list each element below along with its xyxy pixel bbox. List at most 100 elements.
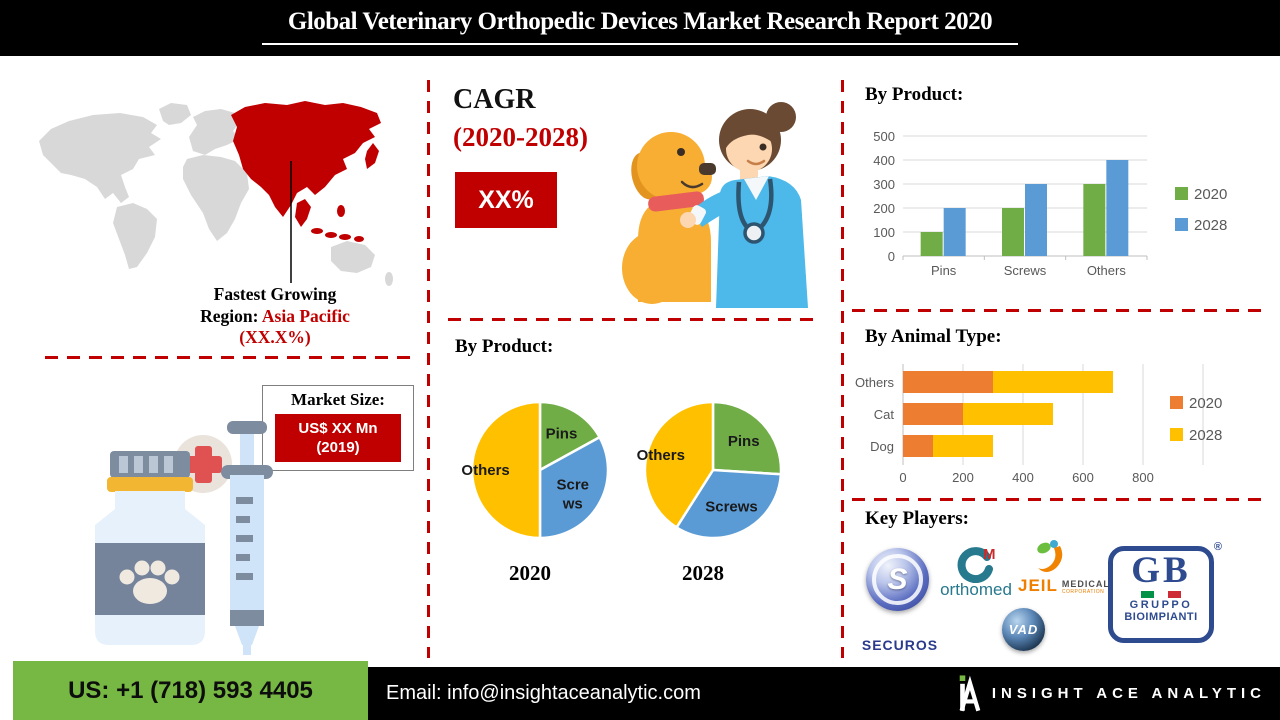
syringe-icon (221, 421, 273, 655)
x-tick-label: 400 (1012, 470, 1034, 485)
map-new-zealand (385, 272, 393, 286)
orthomed-wordmark: orthomed (940, 580, 1012, 599)
email-label: Email: (386, 682, 442, 704)
region-value: (XX.X%) (239, 327, 311, 347)
divider-right-bottom (852, 498, 1270, 501)
bar-2028-others (1106, 160, 1129, 256)
y-tick-label: 500 (873, 129, 895, 144)
legend-swatch-2020 (1170, 396, 1183, 409)
cagr-period: (2020-2028) (453, 122, 588, 152)
pie-label: Screws (705, 498, 758, 515)
map-continents (39, 103, 393, 286)
y-tick-label: 300 (873, 177, 895, 192)
x-tick-label: 800 (1132, 470, 1154, 485)
world-map (39, 101, 393, 286)
category-label-dog: Dog (870, 439, 894, 454)
x-tick-label: 0 (899, 470, 906, 485)
legend-label-2028: 2028 (1189, 427, 1222, 444)
category-label-others: Others (855, 375, 895, 390)
bar-2020-pins (920, 232, 943, 256)
bar-2020-others (1083, 184, 1106, 256)
market-size-value: US$ XX Mn (2019) (275, 414, 401, 462)
cagr-label: CAGR (453, 84, 536, 115)
pie-label: Others (637, 447, 685, 464)
y-tick-label: 0 (888, 249, 895, 264)
jeil-medical-label: MEDICAL (1061, 579, 1110, 589)
bar-2028-cat (963, 403, 1053, 425)
securos-s-glyph: S (887, 562, 908, 596)
legend-swatch-2020 (1175, 187, 1188, 200)
vet-dog-illustration (622, 102, 808, 308)
medicine-illustration (95, 421, 273, 655)
paw-print-icon (119, 560, 180, 604)
gruppo-label: GRUPPO (1129, 599, 1193, 611)
map-australia (331, 241, 375, 273)
legend-label-2020: 2020 (1194, 186, 1227, 203)
footer-contact-panel: Email: info@insightaceanalytic.com INSIG… (368, 667, 1280, 720)
dog-collar (648, 191, 704, 212)
phone-panel: US: +1 (718) 593 4405 (13, 661, 368, 720)
header-bar: Global Veterinary Orthopedic Devices Mar… (0, 0, 1280, 56)
market-size-box: Market Size: US$ XX Mn (2019) (262, 385, 414, 471)
market-size-amount: US$ XX Mn (298, 420, 378, 437)
map-europe (189, 109, 239, 155)
divider-left-column (45, 356, 413, 359)
cagr-value: XX% (478, 185, 534, 214)
market-size-title: Market Size: (291, 390, 385, 409)
region-label: Region: (200, 305, 259, 326)
pie-slice-screws (538, 435, 610, 540)
map-greenland (159, 103, 191, 125)
x-tick-label: 600 (1072, 470, 1094, 485)
animal-chart-title: By Animal Type: (865, 326, 1002, 347)
gruppo-bioimpianti-logo: ® GB GRUPPO BIOIMPIANTI (1108, 541, 1222, 643)
email-address: info@insightaceanalytic.com (447, 682, 701, 704)
divider-vertical-right (841, 80, 844, 658)
key-players-title: Key Players: (865, 508, 969, 529)
legend-swatch-2028 (1170, 428, 1183, 441)
bar-2020-cat (903, 403, 963, 425)
orthomed-logo-icon: M (957, 547, 996, 583)
product-chart-title: By Product: (865, 84, 964, 105)
stethoscope-icon (736, 178, 774, 244)
y-tick-label: 400 (873, 153, 895, 168)
footer-bar: US: +1 (718) 593 4405 Email: info@insigh… (0, 660, 1280, 720)
pie-slice-others (643, 400, 715, 529)
jeil-logo-icon (1037, 540, 1063, 572)
pies-section-title: By Product: (455, 336, 554, 357)
x-category-label: Screws (1004, 263, 1047, 278)
x-tick-label: 200 (952, 470, 974, 485)
bar-2028-screws (1025, 184, 1047, 256)
pie-2020-year-label: 2020 (509, 561, 551, 585)
x-category-label: Pins (931, 263, 957, 278)
bioimpianti-label: BIOIMPIANTI (1124, 611, 1198, 623)
pie-label: Others (461, 462, 509, 479)
x-category-label: Others (1087, 263, 1127, 278)
pie-slice-others (470, 400, 542, 540)
pie-2028-year-label: 2028 (682, 561, 724, 585)
fastest-growing-line1: Fastest Growing (213, 284, 337, 304)
pie-label: Pins (546, 426, 578, 443)
medicine-vial-icon (95, 451, 205, 645)
vad-logo: VAD (1002, 608, 1045, 651)
pie-chart-2020: Pins Scre ws Others (461, 400, 610, 540)
bar-2028-others (993, 371, 1113, 393)
map-south-america (113, 203, 157, 269)
y-tick-label: 100 (873, 225, 895, 240)
divider-vertical-left (427, 80, 430, 658)
brand-logo: INSIGHT ACE ANALYTIC (956, 674, 1266, 713)
svg-text:M: M (983, 547, 996, 563)
jeil-corporation-label: CORPORATION (1061, 589, 1105, 595)
pie-slice-pins (711, 400, 783, 476)
dog-icon (622, 132, 716, 304)
map-africa (183, 155, 249, 241)
jeil-name: JEIL (1018, 576, 1058, 595)
email-text: Email: info@insightaceanalytic.com (386, 682, 701, 705)
y-tick-label: 200 (873, 201, 895, 216)
pie-chart-2028: Pins Screws Others (637, 400, 783, 540)
vad-wordmark: VAD (1008, 622, 1039, 637)
asia-pacific-region (231, 101, 381, 242)
brand-name: INSIGHT ACE ANALYTIC (991, 685, 1266, 702)
category-label-cat: Cat (874, 407, 895, 422)
bar-2028-pins (943, 208, 966, 256)
